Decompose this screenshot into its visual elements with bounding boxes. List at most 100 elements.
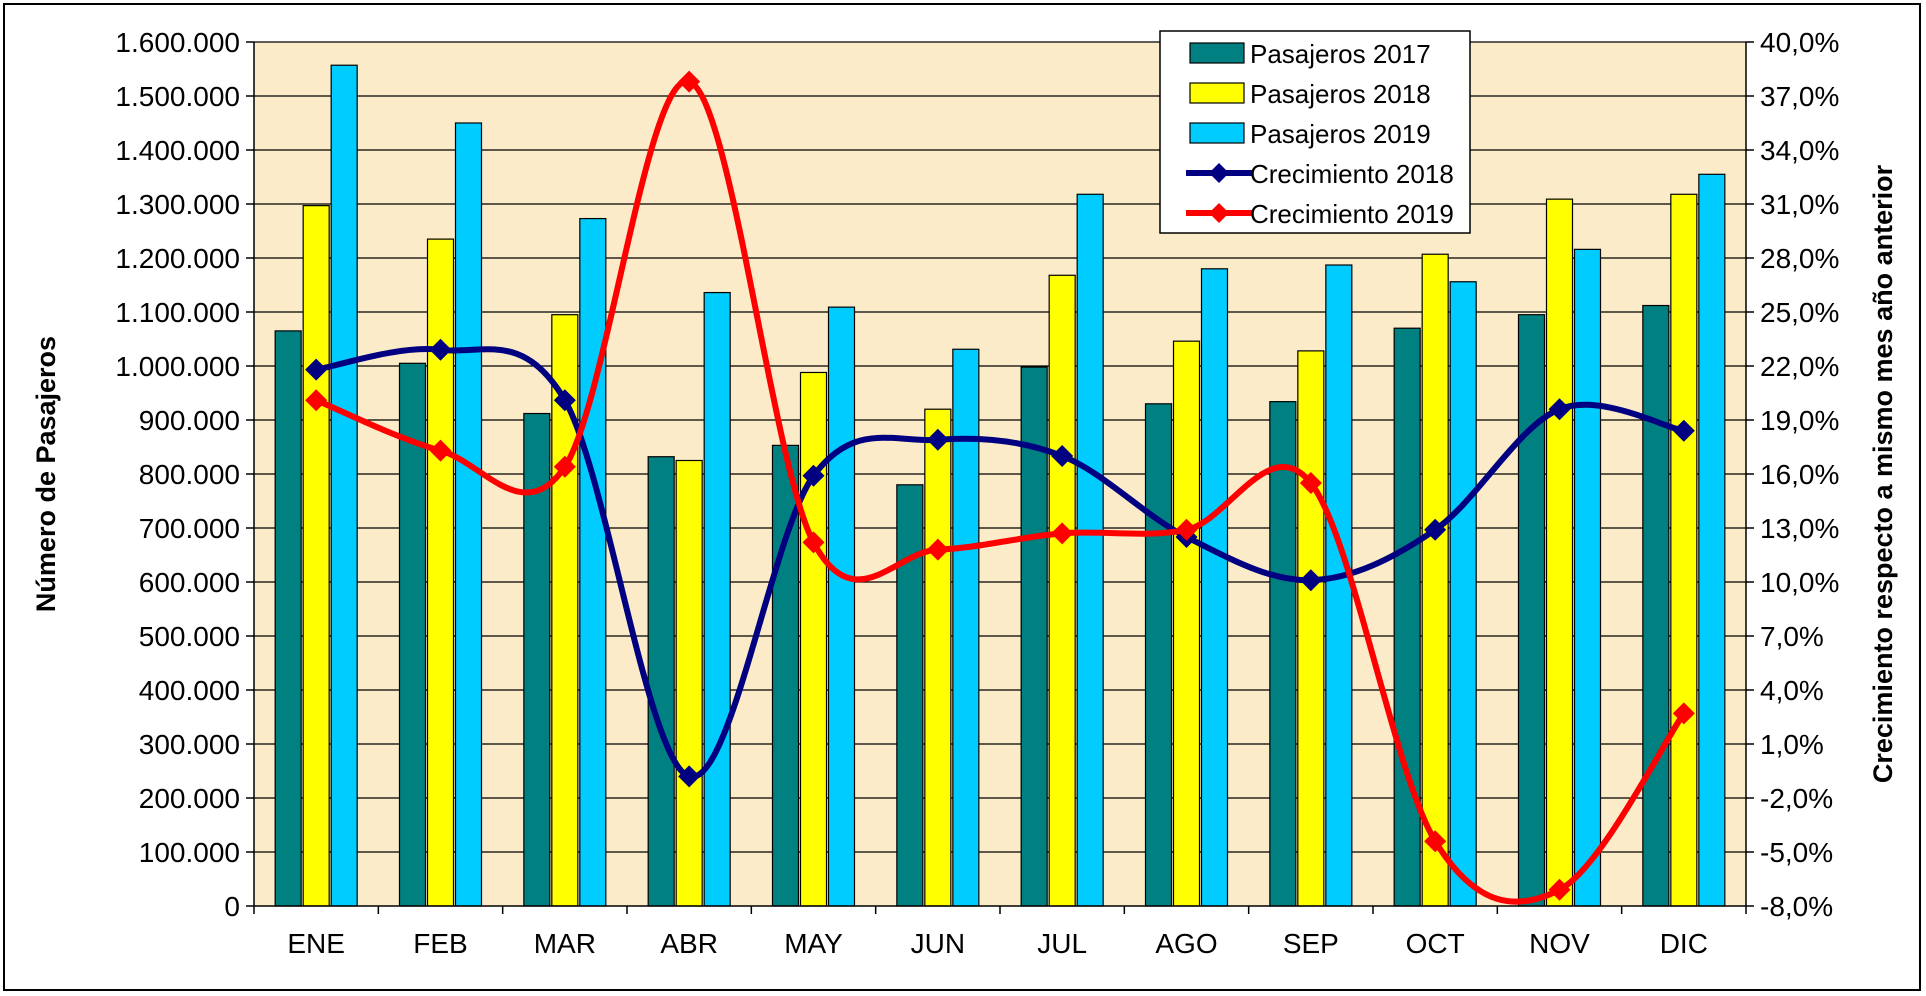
y2-tick-label: 37,0%	[1760, 81, 1839, 112]
y2-tick-label: 1,0%	[1760, 729, 1824, 760]
y2-tick-label: 7,0%	[1760, 621, 1824, 652]
marker-crecimiento-2018	[1299, 569, 1322, 592]
legend-label: Crecimiento 2018	[1250, 159, 1454, 189]
marker-crecimiento-2019	[1424, 830, 1447, 853]
bar-pasajeros-2017	[398, 362, 427, 907]
x-tick-label: AGO	[1155, 928, 1217, 959]
marker-crecimiento-2018	[926, 428, 949, 451]
y-tick-label: 300.000	[139, 729, 240, 760]
bar-pasajeros-2019	[579, 217, 607, 907]
bar-pasajeros-2019	[1449, 281, 1477, 907]
x-tick-label: MAY	[784, 928, 843, 959]
y-tick-label: 1.200.000	[115, 243, 240, 274]
marker-crecimiento-2019	[1299, 472, 1322, 494]
x-tick-label: JUN	[911, 928, 965, 959]
marker-crecimiento-2019	[926, 538, 949, 561]
marker-crecimiento-2018	[305, 358, 328, 381]
bar-pasajeros-2018	[1545, 198, 1574, 907]
y-tick-label: 100.000	[139, 837, 240, 868]
marker-crecimiento-2019	[1672, 702, 1695, 725]
bar-pasajeros-2018	[675, 459, 703, 907]
bar-pasajeros-2019	[703, 291, 731, 907]
y-tick-label: 200.000	[139, 783, 240, 814]
legend-label: Pasajeros 2017	[1250, 39, 1431, 69]
bar-pasajeros-2018	[1670, 193, 1698, 907]
bar-pasajeros-2017	[896, 484, 924, 907]
y2-tick-label: 25,0%	[1760, 297, 1839, 328]
marker-crecimiento-2018	[1051, 445, 1074, 467]
y2-axis-title: Crecimiento respecto a mismo mes año ant…	[1868, 164, 1898, 783]
y2-tick-label: 34,0%	[1760, 135, 1839, 166]
legend-swatch-pasajeros-2018	[1189, 82, 1245, 104]
bar-pasajeros-2019	[1076, 193, 1104, 907]
legend-swatch-pasajeros-2017	[1189, 42, 1245, 64]
legend-label: Pasajeros 2018	[1250, 79, 1431, 109]
marker-crecimiento-2018	[678, 765, 701, 788]
legend-swatch-pasajeros-2019	[1189, 122, 1245, 144]
y-tick-label: 400.000	[139, 675, 240, 706]
bar-pasajeros-2018	[1421, 253, 1449, 907]
bar-pasajeros-2017	[1393, 327, 1421, 907]
y2-tick-label: -8,0%	[1760, 891, 1833, 922]
y2-tick-label: 19,0%	[1760, 405, 1839, 436]
bar-pasajeros-2017	[1144, 403, 1173, 907]
y2-tick-label: 40,0%	[1760, 27, 1839, 58]
marker-crecimiento-2019	[1175, 518, 1198, 541]
x-tick-label: MAR	[534, 928, 596, 959]
y-tick-label: 1.400.000	[115, 135, 240, 166]
y2-tick-label: 31,0%	[1760, 189, 1839, 220]
legend-marker-crecimiento-2018	[1209, 163, 1229, 183]
bar-pasajeros-2019	[330, 64, 358, 907]
x-tick-label: ABR	[660, 928, 718, 959]
x-tick-label: FEB	[413, 928, 467, 959]
y-tick-label: 900.000	[139, 405, 240, 436]
marker-crecimiento-2019	[305, 389, 328, 412]
gridlines	[254, 41, 1746, 853]
bar-pasajeros-2018	[302, 205, 330, 907]
y-tick-label: 500.000	[139, 621, 240, 652]
legend-label: Crecimiento 2019	[1250, 199, 1454, 229]
bar-pasajeros-2019	[1698, 173, 1726, 907]
bar-pasajeros-2019	[952, 348, 980, 907]
x-tick-label: DIC	[1660, 928, 1708, 959]
bars	[274, 64, 1726, 907]
marker-crecimiento-2019	[678, 70, 701, 93]
y-tick-label: 1.000.000	[115, 351, 240, 382]
y-tick-label: 1.500.000	[115, 81, 240, 112]
bar-pasajeros-2019	[1200, 268, 1229, 907]
bar-pasajeros-2017	[1269, 401, 1297, 907]
marker-crecimiento-2019	[429, 439, 452, 462]
y2-tick-label: 13,0%	[1760, 513, 1839, 544]
bar-pasajeros-2017	[1642, 304, 1670, 907]
legend-label: Pasajeros 2019	[1250, 119, 1431, 149]
bar-pasajeros-2019	[827, 306, 856, 907]
x-tick-label: SEP	[1283, 928, 1339, 959]
y-tick-label: 700.000	[139, 513, 240, 544]
marker-crecimiento-2019	[1051, 522, 1074, 545]
y2-tick-label: 22,0%	[1760, 351, 1839, 382]
y2-tick-label: 28,0%	[1760, 243, 1839, 274]
y2-tick-label: -2,0%	[1760, 783, 1833, 814]
bar-pasajeros-2017	[1020, 366, 1048, 907]
bar-pasajeros-2019	[454, 122, 483, 907]
bar-pasajeros-2018	[1297, 350, 1325, 907]
x-tick-label: JUL	[1037, 928, 1087, 959]
marker-crecimiento-2018	[1424, 518, 1447, 541]
legend-marker-crecimiento-2019	[1209, 203, 1229, 223]
marker-crecimiento-2018	[553, 389, 576, 412]
bar-pasajeros-2019	[1573, 248, 1602, 907]
tick-labels: 0 100.000 200.000 300.000 400.000 500.000 600.…	[115, 27, 1839, 959]
axes	[246, 41, 1754, 914]
marker-crecimiento-2019	[1548, 878, 1571, 901]
marker-crecimiento-2018	[1672, 419, 1695, 442]
y-tick-label: 800.000	[139, 459, 240, 490]
y-axis-title: Número de Pasajeros	[31, 336, 61, 612]
bar-pasajeros-2017	[523, 412, 551, 907]
growth-lines	[305, 70, 1695, 905]
marker-crecimiento-2018	[1548, 398, 1571, 421]
x-tick-label: ENE	[287, 928, 345, 959]
bar-pasajeros-2018	[799, 371, 828, 907]
y-tick-label: 1.100.000	[115, 297, 240, 328]
y-tick-label: 600.000	[139, 567, 240, 598]
